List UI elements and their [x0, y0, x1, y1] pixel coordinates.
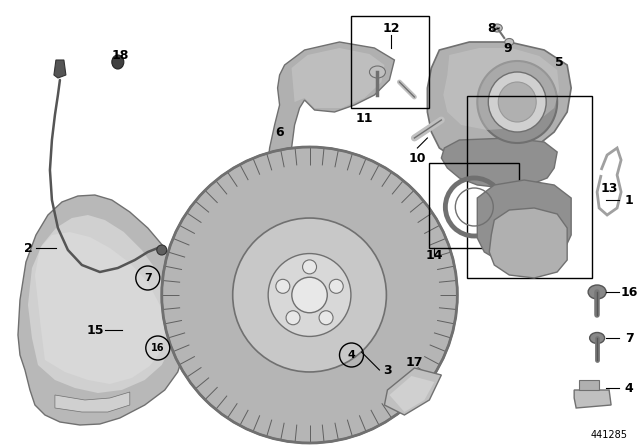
Polygon shape	[292, 48, 385, 108]
Ellipse shape	[499, 82, 536, 122]
Bar	[351, 16, 429, 108]
Polygon shape	[574, 390, 611, 408]
Ellipse shape	[488, 72, 546, 132]
Ellipse shape	[588, 285, 606, 299]
Ellipse shape	[292, 277, 327, 313]
Polygon shape	[490, 208, 567, 278]
Text: 17: 17	[406, 356, 423, 369]
Text: 13: 13	[600, 181, 618, 194]
Text: 7: 7	[625, 332, 634, 345]
Ellipse shape	[329, 279, 343, 293]
Text: 14: 14	[426, 249, 443, 262]
Ellipse shape	[319, 311, 333, 325]
Text: 9: 9	[503, 42, 511, 55]
Text: 3: 3	[383, 363, 392, 376]
Ellipse shape	[157, 245, 167, 255]
Text: 10: 10	[408, 151, 426, 164]
Text: 11: 11	[356, 112, 373, 125]
Text: 1: 1	[625, 194, 634, 207]
Polygon shape	[444, 48, 559, 130]
Text: 5: 5	[555, 56, 564, 69]
Ellipse shape	[505, 39, 514, 46]
Text: 4: 4	[625, 382, 634, 395]
Ellipse shape	[162, 147, 458, 443]
Bar	[467, 96, 592, 278]
Polygon shape	[35, 232, 166, 384]
Ellipse shape	[286, 311, 300, 325]
Text: 4: 4	[348, 350, 355, 360]
Ellipse shape	[276, 279, 290, 293]
Polygon shape	[55, 392, 130, 412]
Text: 15: 15	[86, 323, 104, 336]
Ellipse shape	[303, 260, 317, 274]
Text: 6: 6	[275, 125, 284, 138]
Ellipse shape	[268, 254, 351, 336]
Polygon shape	[428, 42, 571, 162]
Ellipse shape	[369, 66, 385, 78]
Text: 2: 2	[24, 241, 33, 254]
Polygon shape	[477, 180, 571, 265]
Text: 18: 18	[111, 48, 129, 61]
Bar	[429, 163, 519, 248]
Polygon shape	[28, 215, 176, 393]
Ellipse shape	[589, 332, 605, 344]
Text: 12: 12	[383, 22, 400, 34]
Ellipse shape	[233, 218, 387, 372]
Text: 16: 16	[620, 285, 638, 298]
Ellipse shape	[112, 55, 124, 69]
Polygon shape	[389, 376, 435, 412]
Polygon shape	[442, 138, 557, 188]
Text: 16: 16	[151, 343, 164, 353]
Text: 8: 8	[487, 22, 495, 34]
Text: 7: 7	[144, 273, 152, 283]
Polygon shape	[385, 368, 442, 415]
Ellipse shape	[492, 24, 502, 32]
Ellipse shape	[184, 289, 435, 317]
Text: 441285: 441285	[591, 430, 628, 440]
Polygon shape	[268, 42, 394, 205]
Polygon shape	[54, 60, 66, 78]
Polygon shape	[579, 380, 599, 390]
Ellipse shape	[477, 61, 557, 143]
Polygon shape	[18, 195, 188, 425]
